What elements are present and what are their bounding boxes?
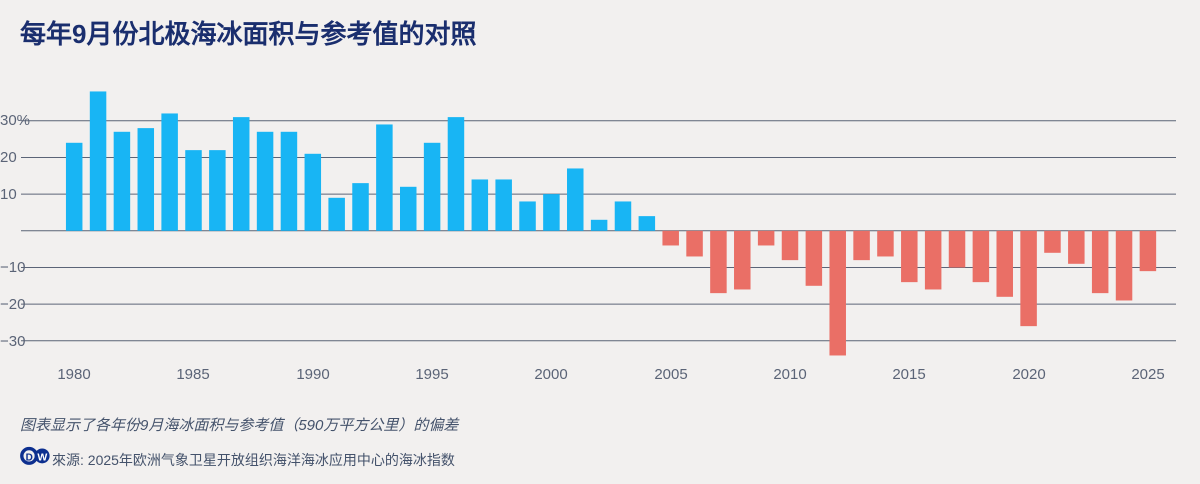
svg-text:W: W: [37, 452, 47, 464]
svg-text:D: D: [26, 452, 33, 463]
